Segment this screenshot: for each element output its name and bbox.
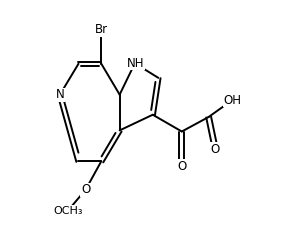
Text: O: O xyxy=(81,183,90,196)
Text: N: N xyxy=(56,88,64,101)
Text: O: O xyxy=(211,143,220,156)
Text: OH: OH xyxy=(223,94,241,107)
Text: NH: NH xyxy=(127,57,145,70)
Text: Br: Br xyxy=(95,23,108,36)
Text: O: O xyxy=(177,160,186,173)
Text: OCH₃: OCH₃ xyxy=(53,206,82,216)
